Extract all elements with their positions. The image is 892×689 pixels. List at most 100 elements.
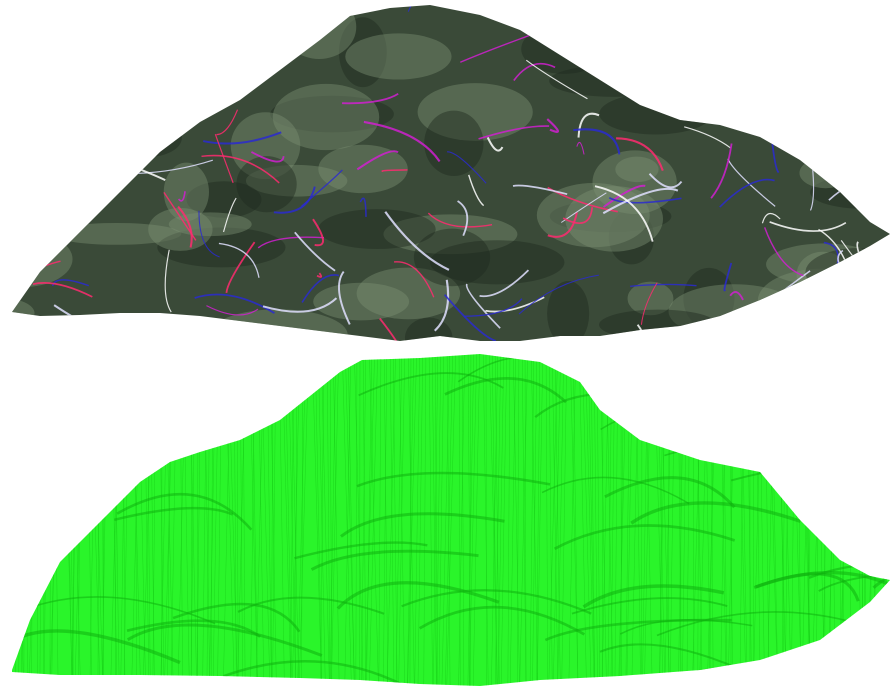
contour	[273, 186, 316, 214]
ridge	[114, 506, 234, 522]
ridge	[716, 374, 849, 411]
contour	[76, 35, 114, 72]
mesh-line	[6, 340, 9, 689]
mesh-line	[524, 354, 527, 686]
contour	[312, 218, 324, 247]
mesh-line	[507, 354, 511, 686]
contour	[845, 138, 867, 149]
mesh-line	[369, 354, 379, 686]
contour	[863, 115, 872, 141]
mesh-line	[519, 354, 529, 686]
light-patch	[753, 30, 843, 51]
mesh-line	[12, 354, 17, 686]
contour	[761, 212, 781, 224]
mesh-line	[12, 354, 19, 686]
ridge	[310, 549, 479, 571]
contour	[464, 298, 523, 317]
mesh-line	[867, 354, 877, 686]
light-patch	[163, 162, 209, 222]
mesh-line	[0, 340, 3, 689]
light-patch	[837, 115, 890, 183]
contour	[177, 191, 186, 202]
mesh-line	[361, 354, 367, 686]
mesh-line	[311, 354, 322, 686]
contour	[727, 158, 776, 207]
mesh-line	[469, 354, 472, 686]
contour	[577, 112, 600, 138]
mesh-line	[491, 354, 499, 686]
mesh-line	[320, 354, 325, 686]
contour	[763, 227, 804, 277]
contour	[12, 79, 53, 90]
ridge	[753, 572, 860, 602]
contour	[810, 58, 830, 84]
ridge	[418, 605, 586, 636]
ridge	[729, 422, 890, 459]
contour	[689, 5, 763, 39]
contour	[166, 9, 178, 34]
contour	[206, 305, 259, 316]
contour	[237, 24, 260, 38]
contour	[198, 210, 220, 258]
contour	[797, 75, 840, 124]
light-patch	[757, 268, 887, 333]
ridge	[599, 643, 739, 670]
contour	[139, 315, 221, 341]
contour	[742, 6, 810, 46]
contour	[301, 274, 340, 303]
mesh-line	[494, 354, 500, 686]
ridge	[604, 476, 736, 509]
mesh-line	[389, 354, 395, 686]
light-patch	[627, 281, 674, 316]
mesh-line	[512, 354, 520, 686]
contour	[573, 128, 621, 155]
contour	[427, 212, 493, 228]
light-patch	[383, 214, 518, 255]
mesh-line	[561, 354, 568, 686]
contour	[778, 89, 810, 105]
contour	[182, 13, 194, 48]
mesh-line	[873, 354, 880, 686]
contour	[363, 120, 441, 163]
ridge	[336, 581, 500, 610]
mesh-line	[548, 354, 559, 686]
light-patch	[599, 309, 718, 340]
ridge	[571, 597, 728, 615]
contour	[546, 118, 559, 133]
light-patch	[615, 156, 659, 183]
light-patch	[356, 267, 461, 320]
contour	[342, 92, 399, 105]
contour	[769, 221, 847, 232]
contour	[486, 137, 504, 152]
ridge	[148, 362, 296, 385]
contour	[576, 141, 585, 155]
mesh-line	[509, 354, 517, 686]
mesh-line	[469, 354, 478, 686]
mesh-line	[344, 354, 352, 686]
contour	[43, 149, 59, 182]
contour	[512, 184, 568, 196]
ridge	[444, 377, 567, 404]
mesh-line	[827, 354, 838, 686]
light-patch	[157, 227, 286, 268]
light-patch	[12, 181, 33, 239]
ridge	[126, 623, 323, 657]
contour	[140, 137, 174, 144]
contour	[629, 31, 693, 44]
mesh-line	[551, 354, 559, 686]
contour	[729, 291, 744, 301]
mesh-line	[500, 354, 508, 686]
ridge	[619, 619, 753, 635]
contour	[594, 185, 654, 242]
contour	[214, 134, 234, 184]
contour	[12, 26, 52, 85]
mesh-line	[467, 354, 471, 686]
mesh-line	[587, 354, 596, 686]
light-patch	[683, 267, 735, 329]
contour	[359, 197, 367, 217]
ridge	[582, 584, 725, 609]
contour	[547, 212, 578, 238]
light-patch	[592, 150, 677, 214]
contour	[859, 33, 890, 43]
contour	[602, 187, 679, 215]
